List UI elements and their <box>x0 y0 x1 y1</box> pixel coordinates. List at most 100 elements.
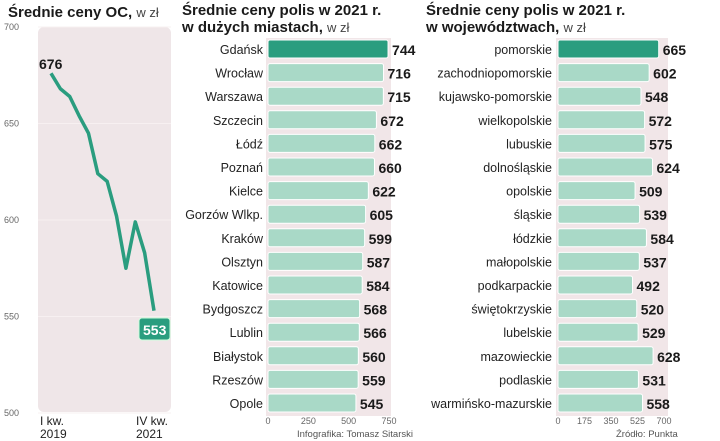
bar-value-label: 509 <box>639 184 663 200</box>
bar-value-label: 599 <box>369 231 393 247</box>
category-label: lubelskie <box>503 326 552 340</box>
bar <box>557 110 646 130</box>
bar <box>557 86 642 106</box>
bar-value-label: 548 <box>645 89 669 105</box>
category-label: mazowieckie <box>480 350 552 364</box>
bar-value-label: 560 <box>362 349 386 365</box>
y-tick-label: 600 <box>4 215 19 225</box>
y-tick-label: 650 <box>4 119 19 129</box>
bar <box>557 369 639 389</box>
bar-value-label: 545 <box>360 396 384 412</box>
bar <box>557 204 641 224</box>
category-label: Szczecin <box>213 114 263 128</box>
bar-value-label: 744 <box>392 42 416 58</box>
bar <box>557 322 639 342</box>
bar-value-label: 572 <box>649 113 673 129</box>
x-tick-label: 525 <box>630 416 645 426</box>
category-label: zachodniopomorskie <box>437 67 552 81</box>
bar-value-label: 566 <box>363 325 387 341</box>
bar <box>267 63 385 83</box>
bar-value-label: 602 <box>653 66 677 82</box>
y-tick-label: 550 <box>4 312 19 322</box>
bar-value-label: 587 <box>367 254 391 270</box>
regions-chart-title: Średnie ceny polis w 2021 r. w województw… <box>426 2 626 36</box>
category-label: Białystok <box>213 350 264 364</box>
category-label: śląskie <box>514 208 552 222</box>
x-tick-label: 350 <box>603 416 618 426</box>
bar <box>267 275 363 295</box>
category-label: Opole <box>230 397 263 411</box>
bar-value-label: 575 <box>649 136 673 152</box>
bar <box>557 157 653 177</box>
bar <box>267 346 359 366</box>
bar-value-label: 624 <box>656 160 680 176</box>
bar-value-label: 529 <box>642 325 666 341</box>
category-label: kujawsko-pomorskie <box>439 90 552 104</box>
bar <box>267 110 377 130</box>
bar-value-label: 715 <box>387 89 411 105</box>
x-tick-label: 175 <box>577 416 592 426</box>
category-label: Łódź <box>236 137 263 151</box>
bar <box>557 393 643 413</box>
bar <box>557 63 650 83</box>
category-label: Lublin <box>230 326 263 340</box>
x-tick-label: 250 <box>301 416 316 426</box>
category-label: Bydgoszcz <box>203 303 263 317</box>
category-label: opolskie <box>506 185 552 199</box>
first-value-label: 676 <box>39 56 63 72</box>
category-label: Kielce <box>229 185 263 199</box>
bar <box>557 251 640 271</box>
category-label: podkarpackie <box>478 279 552 293</box>
last-value-badge <box>138 317 171 341</box>
bar-value-label: 622 <box>372 184 396 200</box>
bar <box>267 393 357 413</box>
bar <box>557 346 654 366</box>
y-tick-label: 700 <box>4 22 19 32</box>
bar <box>267 369 359 389</box>
bar-value-label: 584 <box>366 278 390 294</box>
x-tick-label: 0 <box>555 416 560 426</box>
bar-value-label: 539 <box>644 207 668 223</box>
bar <box>267 39 389 59</box>
bar <box>267 322 360 342</box>
bar-value-label: 628 <box>657 349 681 365</box>
category-label: dolnośląskie <box>483 161 552 175</box>
bar <box>267 204 367 224</box>
x-tick-label: 2019 <box>40 427 67 441</box>
bar <box>557 228 647 248</box>
category-label: łódzkie <box>513 232 552 246</box>
x-tick-label: 0 <box>265 416 270 426</box>
category-label: świętokrzyskie <box>471 303 552 317</box>
bar-value-label: 531 <box>642 372 666 388</box>
x-tick-label: 700 <box>656 416 671 426</box>
category-label: Katowice <box>212 279 263 293</box>
y-tick-label: 500 <box>4 408 19 418</box>
category-label: Kraków <box>221 232 264 246</box>
bar <box>267 251 364 271</box>
bar <box>557 275 634 295</box>
category-label: Gorzów Wlkp. <box>185 208 263 222</box>
bar-value-label: 537 <box>643 254 667 270</box>
bar-value-label: 492 <box>637 278 661 294</box>
bar <box>267 86 384 106</box>
category-label: Gdańsk <box>220 43 264 57</box>
bar <box>557 133 646 153</box>
bar-value-label: 559 <box>362 372 386 388</box>
bar-value-label: 568 <box>364 302 388 318</box>
category-label: podlaskie <box>499 373 552 387</box>
bar-value-label: 558 <box>646 396 670 412</box>
bar <box>267 133 376 153</box>
bar-value-label: 605 <box>370 207 394 223</box>
bar <box>557 181 636 201</box>
line-chart-title: Średnie ceny OC, w zł <box>8 4 159 21</box>
bar <box>267 228 366 248</box>
bar <box>267 181 369 201</box>
bar-value-label: 660 <box>378 160 402 176</box>
category-label: Wrocław <box>215 67 264 81</box>
bar <box>557 299 638 319</box>
bar-value-label: 672 <box>380 113 404 129</box>
x-tick-label: 500 <box>341 416 356 426</box>
bar-value-label: 520 <box>641 302 665 318</box>
last-value-label: 553 <box>143 322 167 338</box>
